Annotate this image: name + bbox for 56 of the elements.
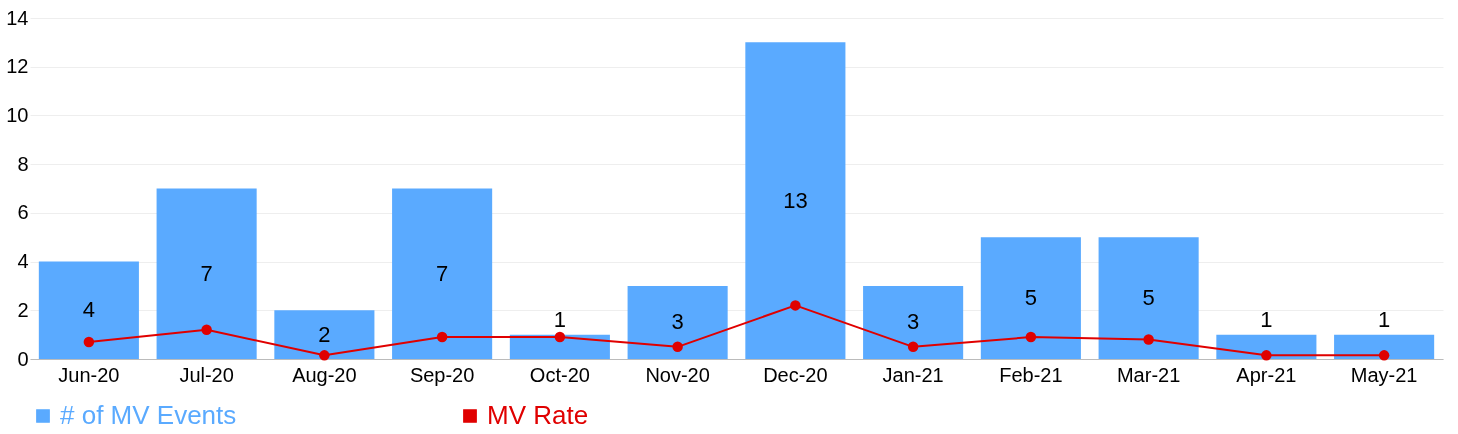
data-label: 13 bbox=[783, 187, 808, 213]
y-tick-label: 4 bbox=[17, 250, 29, 273]
y-tick-label: 2 bbox=[17, 298, 29, 321]
x-tick-label: Jan-21 bbox=[882, 363, 944, 386]
point bbox=[201, 324, 212, 336]
point bbox=[907, 341, 919, 353]
x-tick-label: Oct-20 bbox=[529, 363, 590, 386]
bar bbox=[863, 285, 964, 359]
point bbox=[672, 341, 683, 353]
data-label: 1 bbox=[1378, 307, 1391, 333]
data-label: 5 bbox=[1024, 285, 1037, 311]
data-label: 3 bbox=[671, 309, 684, 335]
x-tick-label: Dec-20 bbox=[763, 363, 828, 386]
data-label: 7 bbox=[200, 260, 213, 286]
data-label: 1 bbox=[553, 307, 566, 333]
x-tick-label: Nov-20 bbox=[645, 363, 710, 386]
y-tick-label: 0 bbox=[17, 347, 29, 370]
x-tick-label: Aug-20 bbox=[292, 363, 357, 386]
bar bbox=[980, 237, 1081, 359]
point bbox=[1143, 334, 1154, 345]
bar bbox=[38, 261, 139, 359]
y-tick-label: 6 bbox=[17, 201, 29, 224]
data-label: 5 bbox=[1142, 285, 1155, 311]
y-tick-label: 10 bbox=[6, 103, 29, 126]
data-label: 3 bbox=[907, 309, 920, 335]
bar bbox=[745, 42, 846, 359]
point bbox=[554, 331, 566, 343]
x-tick-label: May-21 bbox=[1350, 363, 1418, 386]
point bbox=[1378, 350, 1390, 361]
bar bbox=[1098, 237, 1199, 359]
point bbox=[319, 350, 330, 361]
y-tick-label: 14 bbox=[6, 6, 29, 29]
x-tick-label: Sep-20 bbox=[409, 363, 475, 386]
bar bbox=[392, 188, 493, 359]
data-label: 7 bbox=[436, 260, 449, 286]
point bbox=[790, 300, 801, 311]
legend-label: MV Rate bbox=[487, 400, 589, 430]
x-tick-label: Feb-21 bbox=[999, 363, 1063, 386]
bar bbox=[1334, 334, 1435, 359]
x-tick-label: Mar-21 bbox=[1116, 363, 1181, 386]
data-label: 1 bbox=[1260, 307, 1273, 333]
x-tick-label: Jul-20 bbox=[179, 363, 234, 386]
point bbox=[436, 331, 448, 343]
data-label: 4 bbox=[82, 297, 95, 323]
legend-label: # of MV Events bbox=[60, 400, 237, 430]
bar bbox=[156, 188, 257, 359]
bar bbox=[627, 285, 728, 359]
data-label: 2 bbox=[318, 321, 331, 347]
y-tick-label: 8 bbox=[17, 152, 29, 175]
point bbox=[1261, 350, 1272, 361]
x-tick-label: Apr-21 bbox=[1236, 363, 1297, 386]
y-tick-label: 12 bbox=[6, 55, 29, 78]
bar bbox=[274, 310, 375, 359]
x-tick-label: Jun-20 bbox=[58, 363, 120, 386]
point bbox=[83, 336, 95, 348]
point bbox=[1025, 331, 1037, 343]
